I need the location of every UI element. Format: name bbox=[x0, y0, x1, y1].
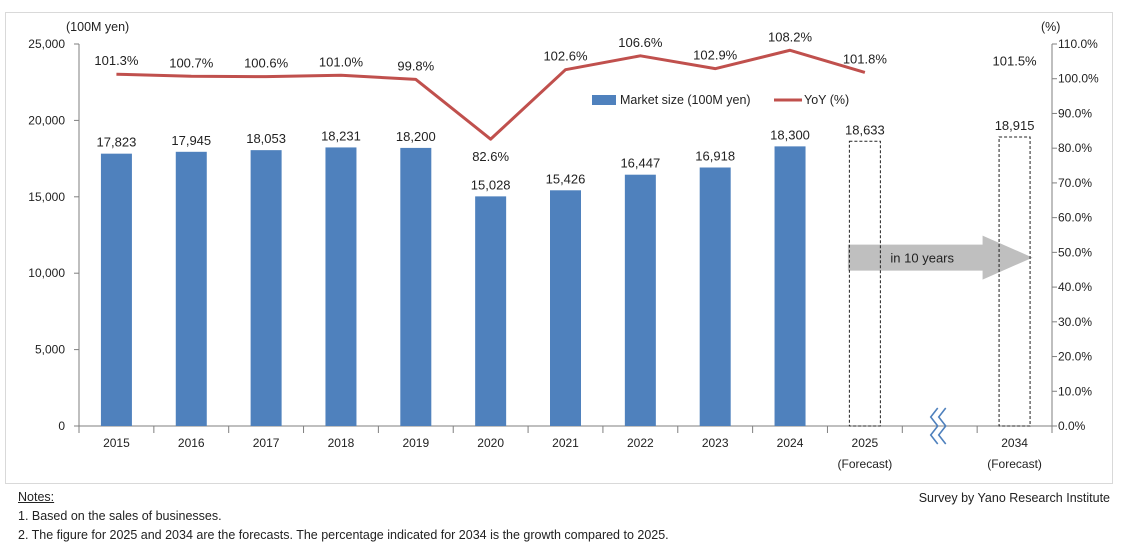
bar-value-label: 17,823 bbox=[97, 135, 137, 150]
y-left-tick-label: 0 bbox=[58, 419, 65, 433]
y-left-tick-label: 20,000 bbox=[28, 113, 65, 127]
bar-value-label: 18,200 bbox=[396, 129, 436, 144]
y-right-tick-label: 30.0% bbox=[1058, 315, 1092, 329]
notes-heading: Notes: bbox=[18, 490, 55, 504]
bar-value-label: 18,633 bbox=[845, 122, 885, 137]
yoy-value-label: 100.6% bbox=[244, 56, 289, 71]
note-2: 2. The figure for 2025 and 2034 are the … bbox=[18, 528, 669, 542]
x-category-label: 2025 bbox=[852, 436, 879, 450]
y-right-tick-label: 100.0% bbox=[1058, 72, 1099, 86]
bar-value-label: 18,231 bbox=[321, 128, 361, 143]
yoy-value-label: 99.8% bbox=[397, 58, 434, 73]
yoy-value-label: 101.5% bbox=[993, 54, 1038, 69]
y-right-tick-label: 70.0% bbox=[1058, 176, 1092, 190]
bar bbox=[325, 147, 357, 427]
y-right-tick-label: 50.0% bbox=[1058, 245, 1092, 259]
x-category-label: 2020 bbox=[477, 436, 504, 450]
forecast-arrow bbox=[847, 235, 1033, 280]
note-1: 1. Based on the sales of businesses. bbox=[18, 509, 222, 523]
chart: 0 5,000 10,000 15,000 20,000 25,000 0.0% 10.0% 2… bbox=[28, 20, 1099, 471]
yoy-value-label: 102.6% bbox=[543, 49, 588, 64]
x-category-label: 2023 bbox=[702, 436, 729, 450]
y-right-tick-label: 40.0% bbox=[1058, 280, 1092, 294]
y-left-tick-label: 15,000 bbox=[28, 190, 65, 204]
bar-forecast bbox=[998, 136, 1031, 427]
y-left-tick-label: 25,000 bbox=[28, 37, 65, 51]
yoy-value-label: 108.2% bbox=[768, 29, 813, 44]
axis-break-mark bbox=[929, 407, 939, 445]
x-category-sublabel: (Forecast) bbox=[987, 457, 1042, 471]
x-category-label: 2016 bbox=[178, 436, 205, 450]
legend-label-line: YoY (%) bbox=[804, 93, 849, 107]
bar bbox=[774, 146, 806, 426]
bar-value-label: 16,918 bbox=[695, 148, 735, 163]
legend-label-bar: Market size (100M yen) bbox=[620, 93, 751, 107]
y-left-tick-label: 10,000 bbox=[28, 266, 65, 280]
bar bbox=[699, 167, 731, 426]
bar bbox=[100, 153, 132, 427]
y-left-tick-label: 5,000 bbox=[35, 343, 65, 357]
x-category-label: 2019 bbox=[402, 436, 429, 450]
bar bbox=[400, 147, 432, 427]
yoy-value-label: 100.7% bbox=[169, 55, 214, 70]
y-right-unit-label: (%) bbox=[1041, 20, 1060, 34]
y-right-tick-label: 80.0% bbox=[1058, 141, 1092, 155]
bar bbox=[250, 150, 282, 427]
yoy-value-label: 82.6% bbox=[472, 149, 509, 164]
x-category-label: 2021 bbox=[552, 436, 579, 450]
bar-value-label: 17,945 bbox=[171, 133, 211, 148]
x-category-label: 2017 bbox=[253, 436, 280, 450]
x-category-label: 2034 bbox=[1001, 436, 1028, 450]
bar-value-label: 18,300 bbox=[770, 127, 810, 142]
y-right-tick-label: 10.0% bbox=[1058, 384, 1092, 398]
yoy-line bbox=[116, 48, 866, 141]
chart-frame bbox=[5, 12, 1113, 484]
x-category-label: 2015 bbox=[103, 436, 130, 450]
bar bbox=[475, 196, 507, 426]
yoy-value-label: 101.8% bbox=[843, 51, 888, 66]
x-category-sublabel: (Forecast) bbox=[838, 457, 893, 471]
bar-forecast bbox=[848, 140, 881, 427]
bar-value-label: 15,426 bbox=[546, 171, 586, 186]
source-credit: Survey by Yano Research Institute bbox=[918, 491, 1110, 505]
bar-value-label: 18,053 bbox=[246, 131, 286, 146]
bar bbox=[175, 151, 207, 426]
bar-value-label: 15,028 bbox=[471, 177, 511, 192]
y-left-unit-label: (100M yen) bbox=[66, 20, 129, 34]
yoy-value-label: 102.9% bbox=[693, 48, 738, 63]
bar-value-label: 16,447 bbox=[620, 156, 660, 171]
y-right-tick-label: 60.0% bbox=[1058, 211, 1092, 225]
arrow-annotation-label: in 10 years bbox=[890, 251, 954, 266]
bar-value-label: 18,915 bbox=[995, 118, 1035, 133]
axis-break-mark bbox=[937, 407, 947, 445]
legend-swatch-bar bbox=[592, 95, 616, 105]
x-category-label: 2022 bbox=[627, 436, 654, 450]
y-right-tick-label: 90.0% bbox=[1058, 106, 1092, 120]
yoy-value-label: 106.6% bbox=[618, 35, 663, 50]
bar bbox=[624, 174, 656, 426]
y-right-tick-label: 0.0% bbox=[1058, 419, 1086, 433]
x-category-label: 2018 bbox=[328, 436, 355, 450]
bar bbox=[550, 190, 581, 426]
y-right-tick-label: 20.0% bbox=[1058, 350, 1092, 364]
yoy-value-label: 101.0% bbox=[319, 54, 364, 69]
yoy-value-label: 101.3% bbox=[94, 53, 139, 68]
y-right-tick-label: 110.0% bbox=[1058, 37, 1098, 51]
x-category-label: 2024 bbox=[777, 436, 804, 450]
